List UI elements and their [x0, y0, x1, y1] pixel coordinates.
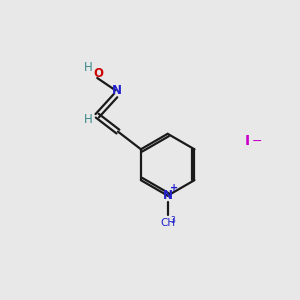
- Text: −: −: [251, 135, 262, 148]
- Text: O: O: [94, 67, 104, 80]
- Text: +: +: [170, 183, 178, 193]
- Text: H: H: [84, 113, 93, 126]
- Text: I: I: [244, 134, 250, 148]
- Text: N: N: [163, 189, 173, 202]
- Text: 3: 3: [170, 216, 175, 225]
- Text: CH: CH: [160, 218, 175, 228]
- Text: N: N: [112, 84, 122, 97]
- Text: H: H: [83, 61, 92, 74]
